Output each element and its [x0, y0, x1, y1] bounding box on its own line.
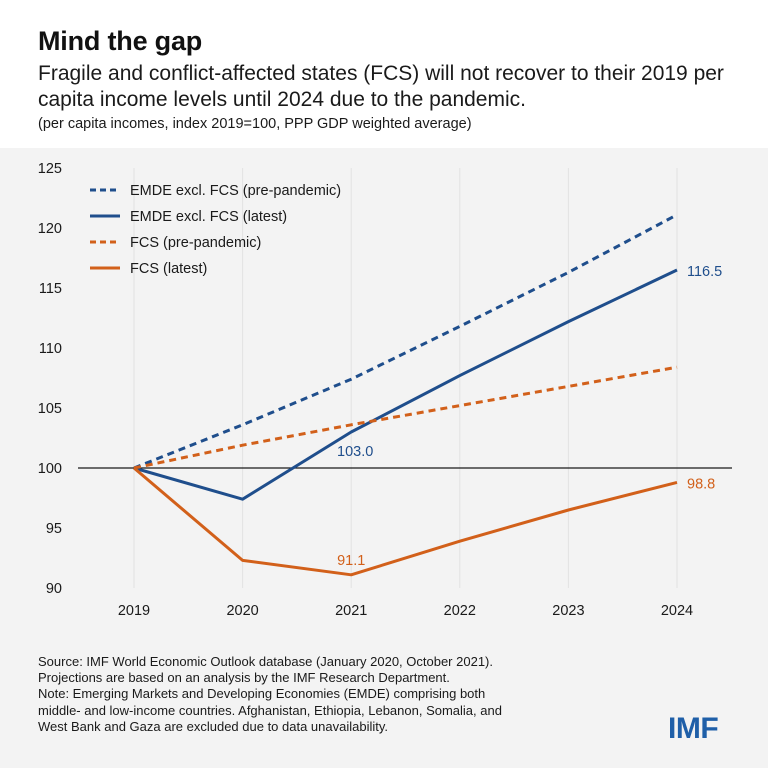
y-tick-label: 115	[39, 281, 62, 297]
series-line	[133, 213, 678, 470]
source-line: Projections are based on an analysis by …	[38, 670, 450, 686]
chart-subtitle: Fragile and conflict-affected states (FC…	[38, 62, 724, 111]
x-tick-label: 2020	[226, 603, 258, 619]
source-line: Source: IMF World Economic Outlook datab…	[38, 654, 493, 669]
x-tick-label: 2023	[552, 603, 584, 619]
data-label: 98.8	[687, 476, 715, 492]
line-chart: 90 95 100 105 110 115 120 125 2019 2020 2021 2022 20…	[38, 161, 732, 619]
imf-logo: IMF	[668, 712, 719, 745]
chart-panel-background	[0, 148, 768, 768]
source-line: West Bank and Gaza are excluded due to d…	[38, 718, 389, 734]
x-tick-label: 2022	[444, 603, 476, 619]
series-line	[133, 268, 678, 501]
y-tick-label: 95	[46, 521, 62, 537]
source-note: Source: IMF World Economic Outlook datab…	[38, 654, 678, 735]
data-label: 91.1	[337, 553, 365, 569]
source-line: middle- and low-income countries. Afghan…	[38, 702, 502, 718]
chart-title: Mind the gap	[38, 26, 203, 56]
source-line: Note: Emerging Markets and Developing Ec…	[38, 686, 486, 702]
x-tick-label: 2021	[335, 603, 367, 619]
series-line	[133, 365, 678, 470]
y-tick-label: 120	[38, 221, 62, 237]
y-tick-label: 90	[46, 581, 62, 597]
data-label: 116.5	[687, 264, 722, 280]
y-tick-label: 110	[39, 341, 62, 357]
legend-label: EMDE excl. FCS (pre-pandemic)	[130, 183, 341, 199]
y-tick-label: 105	[38, 401, 62, 417]
data-label: 103.0	[337, 444, 373, 460]
series-line	[133, 466, 678, 577]
legend-label: FCS (latest)	[130, 261, 207, 277]
legend-label: FCS (pre-pandemic)	[130, 235, 261, 251]
x-tick-label: 2024	[661, 603, 693, 619]
chart-units-note: (per capita incomes, index 2019=100, PPP…	[38, 116, 472, 132]
legend-label: EMDE excl. FCS (latest)	[130, 209, 287, 225]
y-tick-label: 100	[38, 461, 62, 477]
y-tick-label: 125	[38, 161, 62, 177]
x-tick-label: 2019	[118, 603, 150, 619]
